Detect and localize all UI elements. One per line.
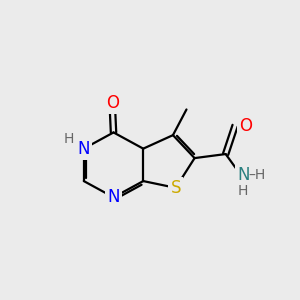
Text: O: O xyxy=(106,94,119,112)
Text: S: S xyxy=(170,179,181,197)
Text: –H: –H xyxy=(248,168,266,182)
Text: N: N xyxy=(78,140,90,158)
Text: H: H xyxy=(64,132,74,146)
Text: H: H xyxy=(238,184,248,197)
Text: N: N xyxy=(237,166,250,184)
Text: O: O xyxy=(239,117,252,135)
Text: N: N xyxy=(107,188,120,206)
